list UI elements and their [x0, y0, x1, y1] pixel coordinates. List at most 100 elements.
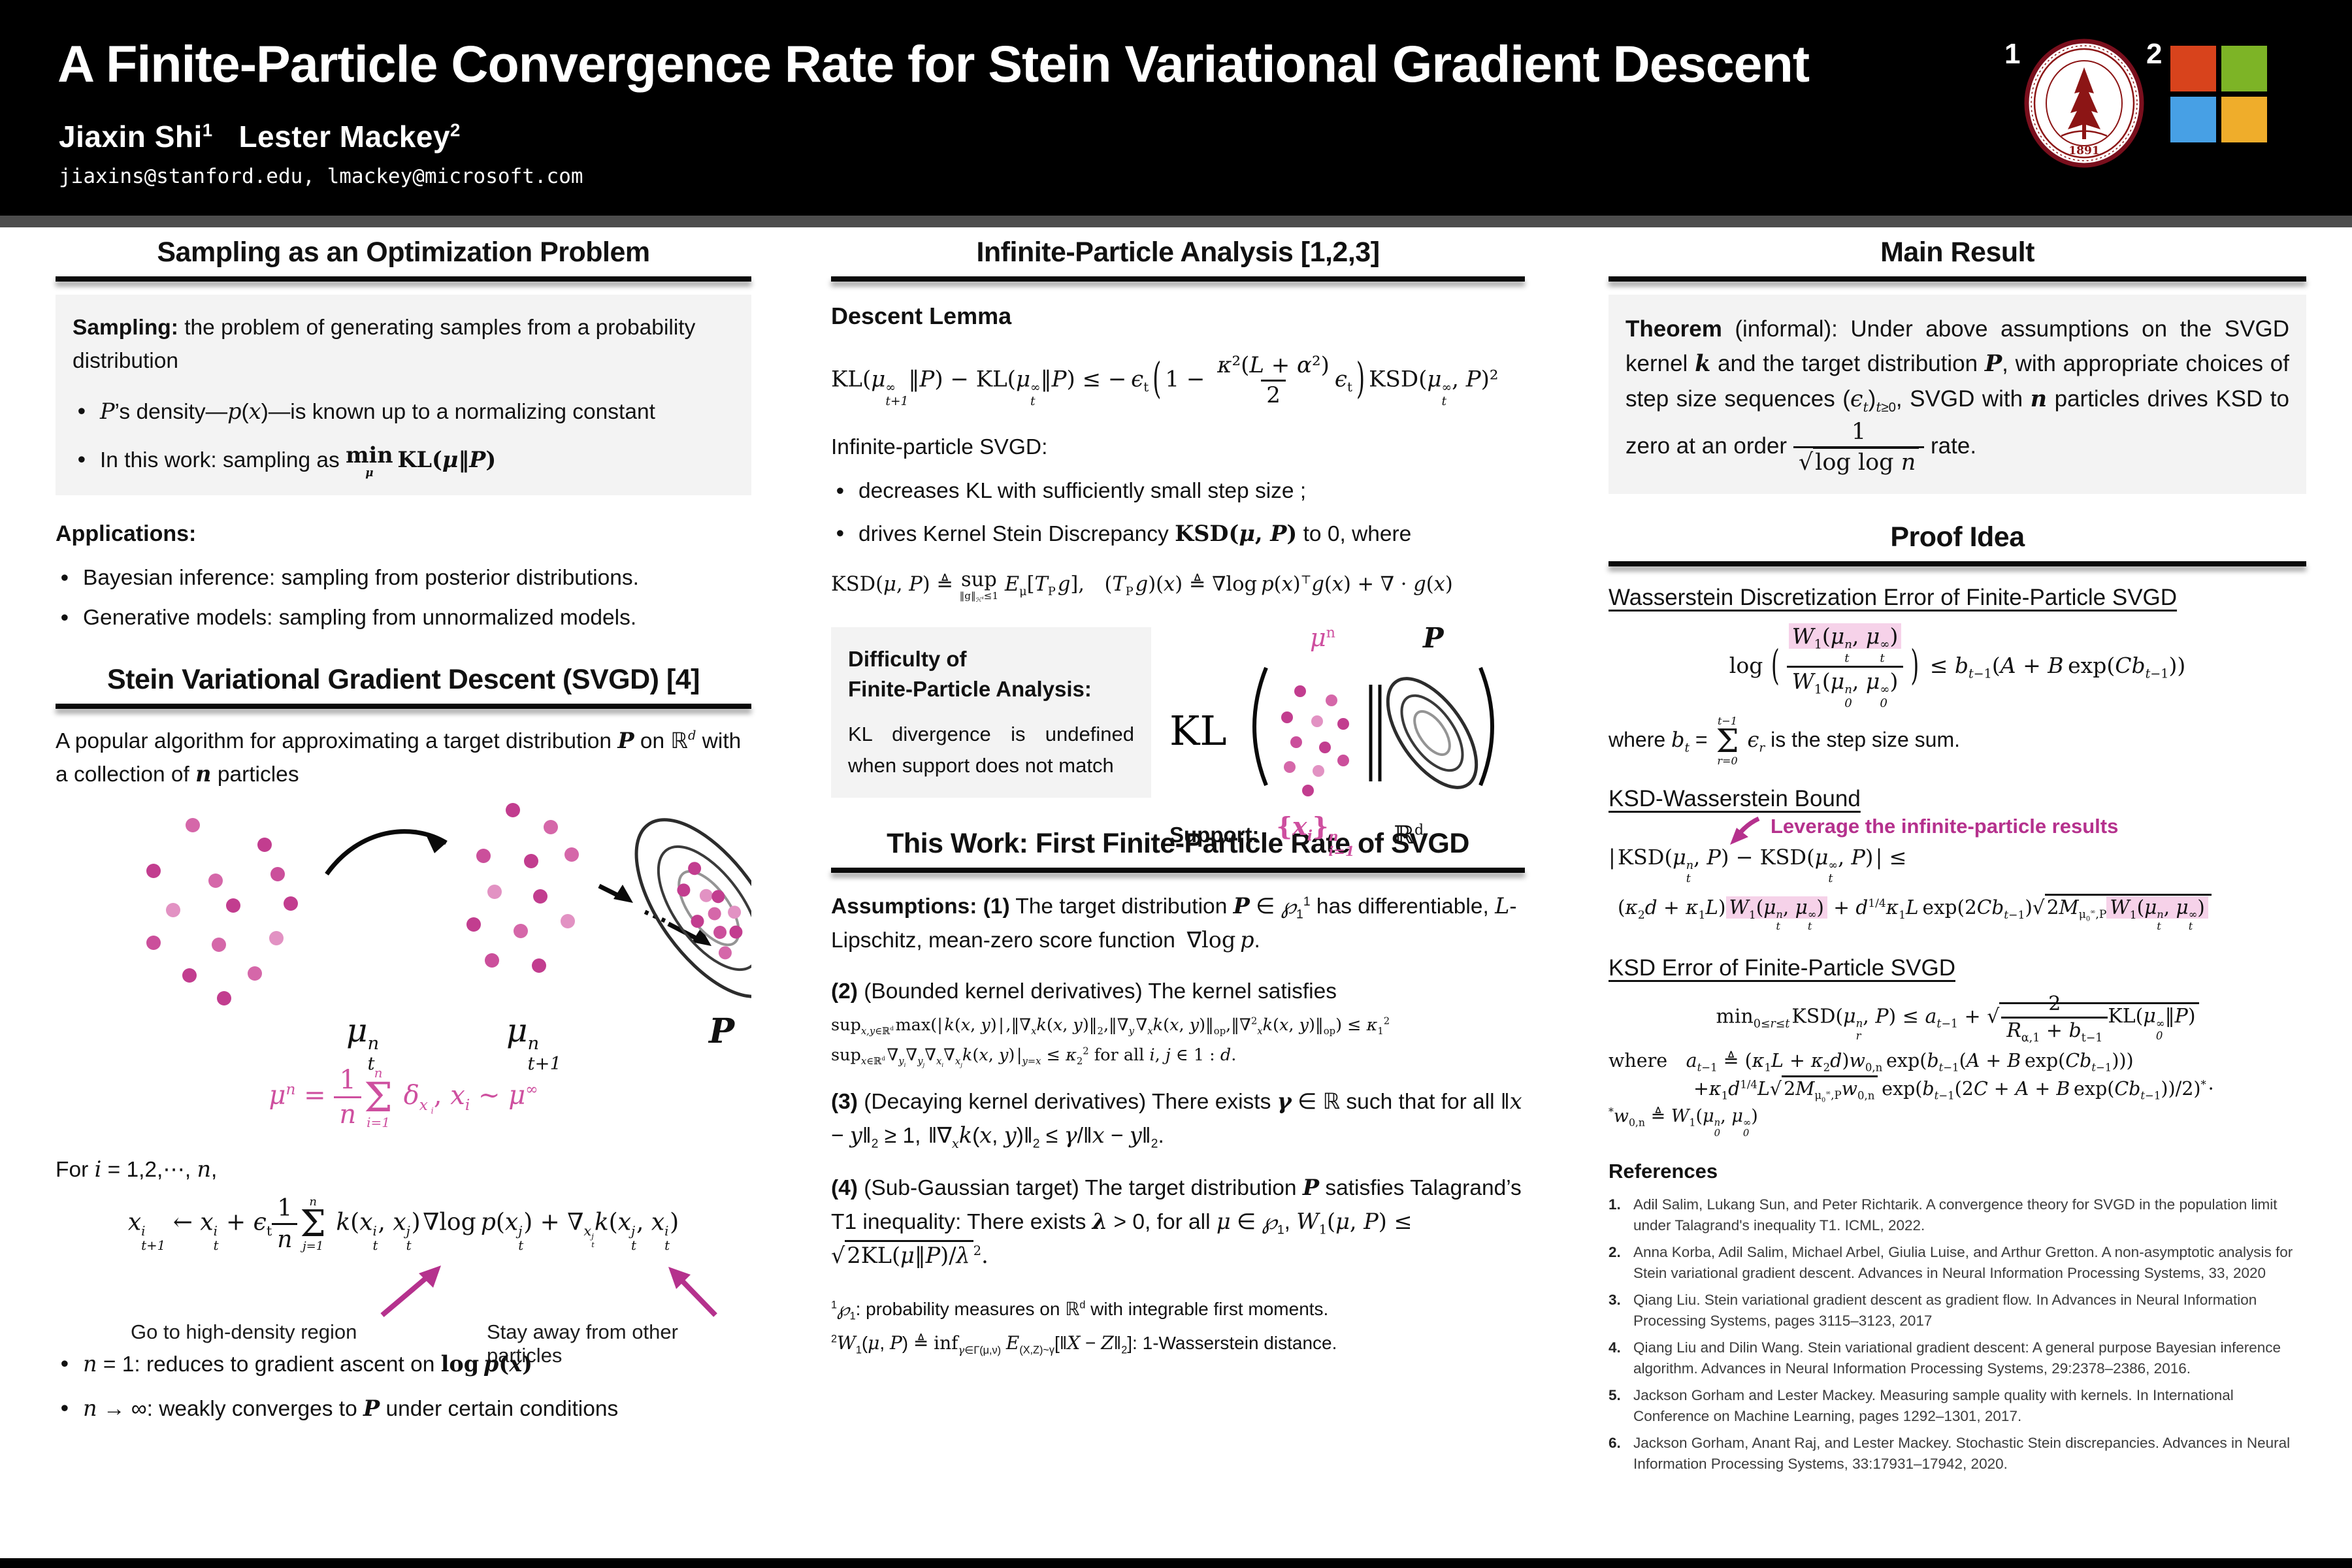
assumption-3: (3) (Decaying kernel derivatives) There …	[831, 1088, 1522, 1151]
target-contours	[634, 818, 783, 999]
annotation-high-density: Go to high-density region	[131, 1320, 357, 1343]
difficulty-box: Difficulty of Finite-Particle Analysis: K…	[831, 627, 1151, 798]
assumption-4: (4) (Sub-Gaussian target) The target dis…	[831, 1175, 1522, 1269]
arrow-stay-away	[668, 1266, 717, 1317]
reference-item: 5. Jackson Gorham and Lester Mackey. Meas…	[1609, 1386, 2234, 1424]
kl-divergence-illustration: KL	[1169, 666, 1494, 797]
section-heading-thiswork: This Work: First Finite-Particle Rate of…	[831, 828, 1525, 873]
difficulty-row: Difficulty of Finite-Particle Analysis: K…	[831, 622, 1525, 859]
svgd-intro: A popular algorithm for approximating a …	[56, 727, 742, 787]
annotation-arrows	[380, 1265, 717, 1317]
assumption-2-intro: (2) (Bounded kernel derivatives) The ker…	[831, 979, 1337, 1004]
footnote-p1: 1℘1: probability measures on ℝd with int…	[831, 1298, 1329, 1322]
parallel-bars	[1369, 685, 1382, 782]
reference-item: 6. Jackson Gorham, Anant Raj, and Lester …	[1609, 1434, 2291, 1472]
particle-cluster-mu-t	[146, 818, 298, 1006]
support-label: Support:	[1169, 823, 1260, 847]
application-generative: Generative models: sampling from unnorma…	[56, 602, 751, 635]
heading-rule	[56, 703, 751, 709]
support-rd: ℝd	[1394, 821, 1424, 850]
heading-rule	[1609, 561, 2306, 566]
heading-rule	[831, 276, 1525, 282]
section-heading-sampling: Sampling as an Optimization Problem	[56, 237, 751, 282]
arrow-high-density	[380, 1265, 441, 1317]
column-analysis: Infinite-Particle Analysis [1,2,3] Desce…	[831, 237, 1525, 1550]
kerr-formula: min0≤r≤t KSD(μ n r, P) ≤ at−1 + √ 2 Rα,1 + b…	[1609, 992, 2306, 1043]
target-contours-small	[1386, 677, 1478, 789]
right-paren	[1478, 666, 1494, 787]
support-line: Support: {xi} n i=1 ℝd	[1169, 811, 1424, 859]
left-paren	[1252, 666, 1268, 787]
infinite-svgd-label: Infinite-particle SVGD:	[831, 435, 1048, 460]
authors: Jiaxin Shi1 Lester Mackey2	[59, 120, 461, 154]
sampling-definition: Sampling: the problem of generating samp…	[73, 316, 696, 373]
stanford-seal-logo: 1891	[2024, 39, 2144, 168]
section-heading-mainresult: Main Result	[1609, 237, 2306, 282]
sampling-definition-box: Sampling: the problem of generating samp…	[56, 295, 751, 496]
decreases-kl-bullet: decreases KL with sufficiently small ste…	[831, 475, 1525, 508]
column-results: Main Result Theorem (informal): Under ab…	[1609, 237, 2306, 1550]
heading-rule	[1609, 276, 2306, 282]
applications-label: Applications:	[56, 521, 197, 547]
reference-item: 1. Adil Salim, Lukang Sun, and Peter Rich…	[1609, 1196, 2278, 1234]
kl-text: KL	[1169, 707, 1227, 755]
equation-annotations: Go to high-density region Stay away from…	[56, 1255, 751, 1367]
author-emails: jiaxins@stanford.edu, lmackey@microsoft.…	[59, 165, 583, 188]
kl-figure: μn P KL	[1169, 622, 1525, 859]
assumption-2-formula-1: supx,y∈ℝd max(| k(x, y) | ,‖∇xk(x, y)‖2,…	[831, 1015, 1390, 1037]
where-a-line1: where at−1 ≜ (κ1L + κ2d)w0,n exp(bt−1(A …	[1609, 1049, 2134, 1074]
microsoft-logo	[2170, 46, 2267, 142]
wde-title: Wasserstein Discretization Error of Fini…	[1609, 584, 2178, 610]
label-mu-t1: μ n t+1	[506, 1011, 562, 1074]
n-to-infinity-bullet: n → ∞: weakly converges to P under certa…	[56, 1392, 751, 1426]
label-P: P	[1423, 622, 1444, 655]
descent-lemma-formula: KL(μ ∞ t+1 ‖P) − KL(μ ∞ t ‖P) ≤ − ϵt(1 − κ²(L …	[831, 351, 1499, 408]
reference-item: 2. Anna Korba, Adil Salim, Michael Arbel,…	[1609, 1244, 2293, 1282]
difficulty-body: KL divergence is undefined when support …	[848, 723, 1134, 777]
reference-item: 4. Qiang Liu and Dilin Wang. Stein variat…	[1609, 1339, 2281, 1377]
assumption-2-formula-2: supx∈ℝd ∇yi∇yj∇xi∇xjk(x, y) |y=x ≤ κ22 f…	[831, 1045, 1237, 1070]
theorem-box: Theorem (informal): Under above assumpti…	[1609, 295, 2306, 494]
poster-title: A Finite-Particle Convergence Rate for S…	[57, 35, 1810, 93]
kwb-formula-line1: | KSD(μ n t, P) − KSD(μ ∞ t, P) | ≤	[1609, 844, 1907, 885]
support-set: {xi} n i=1	[1276, 811, 1355, 860]
seal-tree-icon	[2068, 67, 2100, 139]
references-title: References	[1609, 1160, 1718, 1183]
for-loop-text: For i = 1,2,⋯, n,	[56, 1156, 218, 1183]
kerr-title: KSD Error of Finite-Particle SVGD	[1609, 955, 1955, 981]
footnote-w1: 2W1(μ, P) ≜ infγ∈Γ(μ,ν) E(X,Z)~γ[‖X − Z‖…	[831, 1332, 1337, 1357]
label-mu-n: μn	[1310, 623, 1335, 653]
where-a-line2: +κ1d1/4L√ 2Mμ0∞,Pw0,n exp(bt−1(2C + A + B…	[1693, 1075, 2306, 1103]
header: A Finite-Particle Convergence Rate for S…	[0, 0, 2352, 216]
w0n-definition: *w0,n ≜ W1(μ n 0, μ ∞ 0)	[1609, 1105, 1758, 1139]
affiliation-1-superscript: 1	[2004, 38, 2021, 70]
heading-rule	[56, 276, 751, 282]
support-dots	[1281, 685, 1349, 797]
section-heading-svgd: Stein Variational Gradient Descent (SVGD…	[56, 664, 751, 709]
density-bullet: P’s density—p(x)—is known up to a normal…	[73, 395, 734, 429]
kwb-title: KSD-Wasserstein Bound	[1609, 785, 1861, 811]
update-arrow	[325, 829, 448, 876]
leverage-arrow	[1730, 816, 1760, 845]
heading-rule	[831, 867, 1525, 873]
difficulty-title: Difficulty of Finite-Particle Analysis:	[848, 647, 1092, 702]
wde-formula: log (W1(μ n t, μ ∞ t) W1(μ n 0, μ ∞ 0)) ≤ bt−1(A …	[1729, 623, 2186, 710]
header-divider	[0, 216, 2352, 227]
leverage-text: Leverage the infinite-particle results	[1771, 814, 2119, 838]
label-P: P	[709, 1011, 735, 1052]
leverage-annotation: Leverage the infinite-particle results	[1609, 812, 2306, 845]
application-bayesian: Bayesian inference: sampling from poster…	[56, 562, 751, 595]
footer-band	[0, 1558, 2352, 1568]
kwb-formula-line2: (κ2d + κ1L) W1(μ n t, μ ∞ t) + d1/4κ1L exp(2C…	[1618, 893, 2306, 933]
particle-cluster-mu-t1	[466, 803, 579, 973]
particle-evolution-illustration: ⋯	[146, 803, 783, 1006]
seal-year: 1891	[2068, 144, 2099, 157]
